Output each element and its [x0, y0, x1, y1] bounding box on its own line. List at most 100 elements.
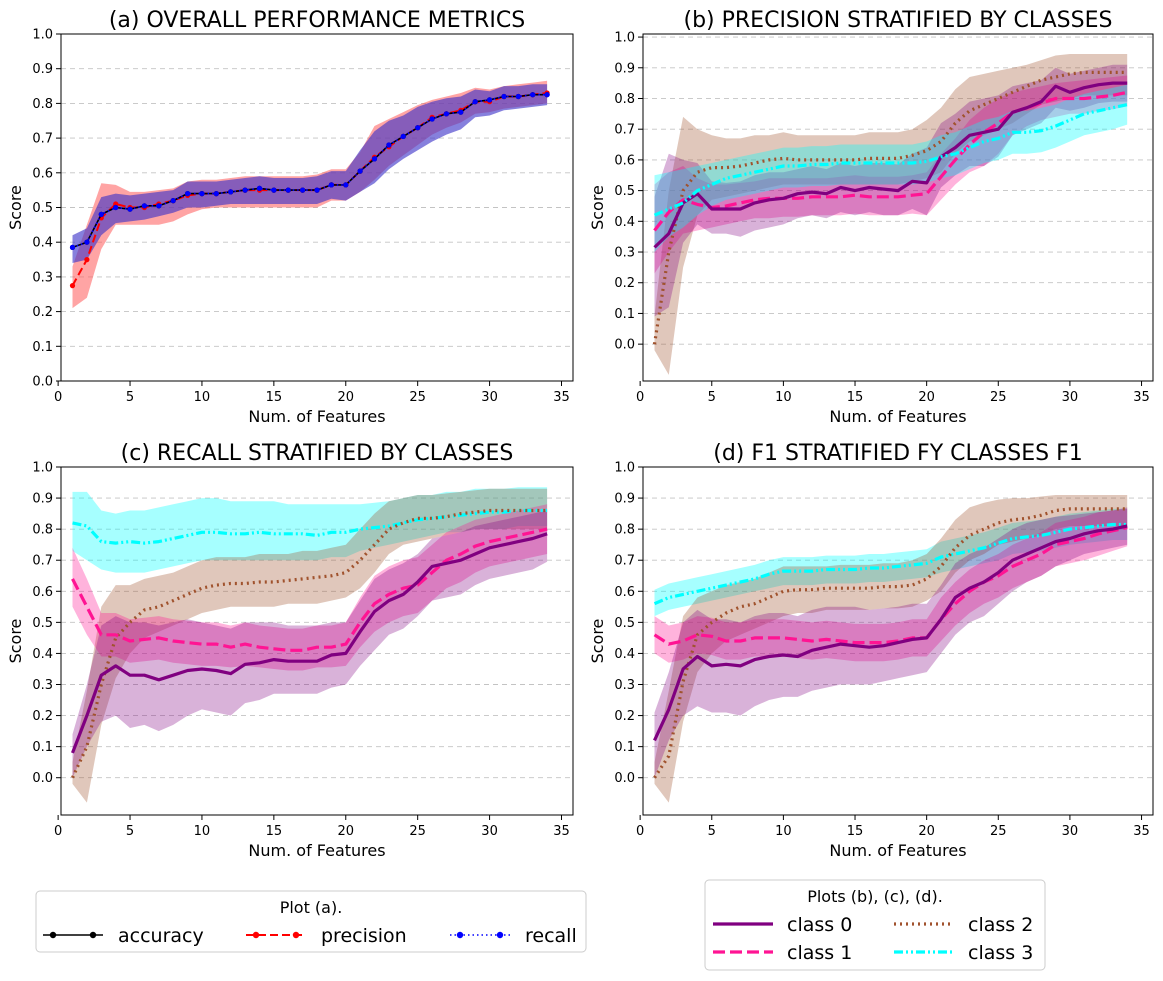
- legend-title-bcd: Plots (b), (c), (d).: [807, 887, 943, 906]
- point-a-recall: [170, 198, 176, 204]
- point-a-recall: [472, 99, 478, 105]
- y-tick-label-b: 0.1: [614, 307, 635, 322]
- x-tick-label-a: 30: [481, 390, 498, 405]
- axes-frame-b: [642, 33, 1154, 382]
- y-tick-label-d: 0.8: [614, 523, 635, 538]
- legend-plot-a: Plot (a). accuracy precision recall: [35, 890, 587, 953]
- legend-label-accuracy: accuracy: [118, 925, 204, 947]
- legend-label-recall: recall: [525, 925, 577, 947]
- legend-marker-precision: [292, 931, 300, 939]
- y-axis-label-b: Score: [588, 185, 607, 230]
- chart-panel-c: 0 5 10 15 20 25 30 35 0.0 0.1 0.2 0.3 0.4 0.5 0.6 0.7 0.…: [6, 441, 574, 860]
- series-line-b-class3: [653, 103, 1128, 217]
- x-tick-label-b: 30: [1062, 390, 1079, 405]
- legend-box-bcd: [704, 879, 1046, 971]
- x-tick-label-c: 25: [409, 824, 426, 839]
- x-tick-label-d: 25: [990, 824, 1007, 839]
- legend-label-class3: class 3: [968, 942, 1033, 964]
- axes-frame-d: [642, 466, 1154, 816]
- plot-area-d: [653, 495, 1128, 803]
- series-line-c-class3: [72, 508, 548, 545]
- y-axis-label-a: Score: [6, 185, 25, 230]
- point-a-recall: [300, 187, 306, 193]
- chart-title-c: (c) RECALL STRATIFIED BY CLASSES: [121, 441, 514, 466]
- plot-area-c: [71, 487, 548, 803]
- x-axis-label-d: Num. of Features: [829, 841, 966, 860]
- band-c-class3: [72, 487, 548, 573]
- x-tick-label-c: 10: [194, 824, 211, 839]
- point-a-recall: [156, 203, 162, 209]
- x-tick-label-c: 0: [54, 824, 62, 839]
- y-tick-label-b: 0.2: [614, 276, 635, 291]
- y-tick-label-b: 0.0: [614, 338, 635, 353]
- y-tick-label-c: 0.1: [32, 740, 53, 755]
- y-tick-label-a: 0.1: [32, 340, 53, 355]
- point-a-recall: [256, 185, 263, 191]
- band-a-accuracy: [72, 84, 548, 263]
- series-line-d-class2: [653, 507, 1128, 779]
- y-tick-label-a: 0.9: [32, 62, 53, 77]
- y-tick-label-c: 0.2: [32, 709, 53, 724]
- band-d-class1: [654, 508, 1128, 663]
- band-b-class2: [654, 54, 1128, 375]
- x-tick-label-c: 15: [266, 824, 283, 839]
- legend-label-class0: class 0: [787, 914, 852, 936]
- x-tick-label-c: 5: [126, 824, 134, 839]
- chart-panel-b: 0 5 10 15 20 25 30 35 0.0 0.1 0.2 0.3 0.4 0.5 0.6 0.7 0.…: [588, 8, 1154, 426]
- point-a-recall: [429, 116, 435, 122]
- y-tick-label-b: 0.3: [614, 246, 635, 261]
- y-tick-label-a: 0.5: [32, 201, 53, 216]
- point-a-recall: [343, 182, 349, 188]
- y-tick-label-c: 0.5: [32, 616, 53, 631]
- series-line-c-class0: [71, 532, 548, 754]
- point-a-recall: [530, 92, 536, 98]
- y-tick-label-a: 0.6: [32, 166, 53, 181]
- series-line-d-class0: [653, 524, 1128, 742]
- y-tick-label-c: 0.0: [32, 771, 53, 786]
- band-c-class2: [72, 488, 548, 803]
- point-a-recall: [113, 204, 119, 211]
- series-line-b-class2: [652, 70, 1128, 345]
- legend-marker-accuracy: [49, 931, 57, 939]
- y-tick-label-a: 0.3: [32, 270, 53, 285]
- y-tick-label-d: 0.6: [614, 585, 635, 600]
- legend-label-precision: precision: [321, 925, 407, 947]
- band-c-class0: [72, 510, 548, 778]
- band-c-class1: [72, 504, 548, 671]
- y-tick-label-c: 0.3: [32, 678, 53, 693]
- legend-marker-recall: [456, 931, 464, 939]
- x-tick-label-d: 30: [1062, 824, 1079, 839]
- y-tick-label-c: 0.9: [32, 492, 53, 507]
- point-a-recall: [185, 191, 191, 197]
- point-a-recall: [285, 187, 291, 193]
- y-tick-label-d: 1.0: [614, 461, 635, 476]
- series-line-a-accuracy: [72, 93, 548, 249]
- legend-label-class2: class 2: [968, 914, 1033, 936]
- point-a-recall: [141, 203, 147, 209]
- point-a-recall: [242, 187, 248, 193]
- x-tick-label-d: 15: [847, 824, 864, 839]
- legend-label-class1: class 1: [787, 942, 852, 964]
- point-a-recall: [98, 211, 104, 217]
- point-a-precision: [84, 257, 90, 263]
- point-a-recall: [400, 133, 406, 139]
- x-tick-label-a: 35: [553, 390, 570, 405]
- series-line-b-class1: [653, 90, 1128, 232]
- x-tick-label-a: 15: [266, 390, 283, 405]
- chart-panel-a: 0 5 10 15 20 25 30 35 0.0 0.1 0.2 0.3 0.4 0.5 0.6 0.7 0.…: [6, 8, 574, 426]
- plot-area-b: [652, 54, 1128, 375]
- y-axis-label-d: Score: [588, 619, 607, 664]
- x-tick-label-b: 15: [847, 390, 864, 405]
- y-tick-label-d: 0.2: [614, 709, 635, 724]
- y-tick-label-a: 0.0: [32, 375, 53, 390]
- point-a-recall: [443, 111, 449, 117]
- x-tick-label-d: 0: [636, 824, 644, 839]
- x-tick-label-d: 35: [1133, 824, 1150, 839]
- legend-marker-precision: [252, 931, 260, 939]
- x-tick-label-a: 20: [337, 390, 354, 405]
- x-tick-label-b: 25: [990, 390, 1007, 405]
- x-axis-label-a: Num. of Features: [248, 407, 385, 426]
- y-tick-label-c: 0.6: [32, 585, 53, 600]
- y-tick-label-b: 1.0: [614, 31, 635, 46]
- x-tick-label-b: 20: [918, 390, 935, 405]
